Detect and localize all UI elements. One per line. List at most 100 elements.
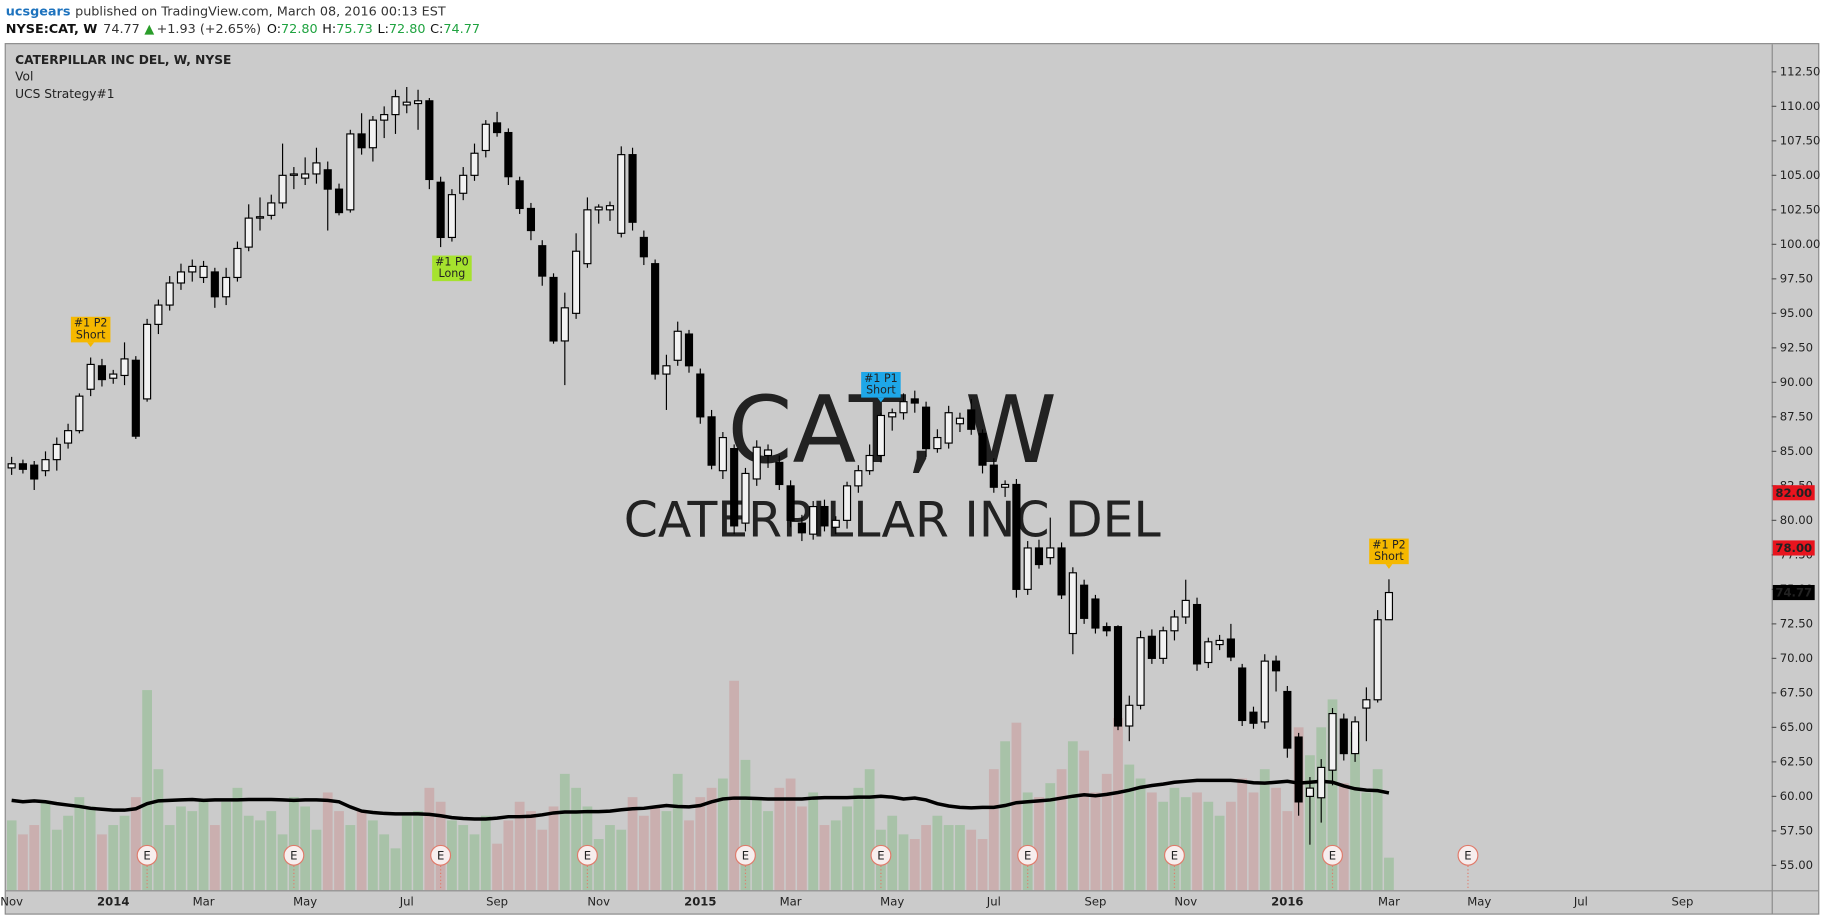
x-tick-label: May <box>293 894 317 908</box>
volume-bar <box>1101 773 1112 891</box>
candle-body <box>910 398 919 404</box>
volume-bar <box>830 820 841 891</box>
candle-body <box>334 188 344 214</box>
candle-body <box>41 459 50 472</box>
signal-box <box>861 371 901 398</box>
candle-body <box>1136 637 1145 706</box>
volume-bar <box>672 773 683 891</box>
y-tick-label: 60.00 <box>1780 789 1813 803</box>
candle-body <box>109 373 118 379</box>
y-tick-label: 87.50 <box>1780 409 1813 423</box>
candle-body <box>955 417 965 425</box>
volume-bar <box>142 690 152 891</box>
candle-body <box>1147 635 1156 659</box>
candle-body <box>1384 591 1394 621</box>
candle-body <box>391 96 400 116</box>
volume-bar <box>797 806 807 891</box>
volume-bar <box>638 815 649 891</box>
volume-bar <box>650 806 661 891</box>
low-key: L: <box>377 22 388 37</box>
signal-pointer <box>1385 564 1393 569</box>
signal-text: #1 P0 <box>435 256 468 269</box>
volume-bar <box>887 815 898 891</box>
user[interactable]: ucsgears <box>6 4 71 19</box>
x-tick-label: Sep <box>1672 894 1694 908</box>
candle-body <box>718 436 727 472</box>
legend-title: CATERPILLAR INC DEL, W, NYSE <box>15 53 231 67</box>
price-tag-label: 82.00 <box>1775 486 1812 500</box>
candle-body <box>425 100 434 181</box>
earnings-marker <box>1017 844 1039 866</box>
volume-bar <box>616 829 627 891</box>
candle-body <box>888 412 897 418</box>
volume-bar <box>447 820 457 891</box>
candle-body <box>143 323 152 400</box>
volume-bar <box>808 792 819 891</box>
volume-bar <box>480 815 491 891</box>
x-tick-label: Mar <box>780 894 802 908</box>
candle-body <box>1373 619 1382 701</box>
volume-bar <box>288 797 299 891</box>
volume-bar <box>300 806 311 891</box>
signal-box <box>70 316 111 343</box>
candle-body <box>1215 639 1224 646</box>
volume-bar <box>1271 787 1281 891</box>
volume-bar <box>1214 815 1225 891</box>
volume-bar <box>909 839 920 891</box>
candle-body <box>854 470 863 487</box>
volume-bar <box>492 843 502 891</box>
x-tick-label: 2016 <box>1271 894 1303 908</box>
volume-bar <box>1158 801 1169 891</box>
volume-bar <box>785 778 796 891</box>
change: +1.93 (+2.65%) <box>157 22 261 37</box>
candle-body <box>176 271 186 284</box>
candle-body <box>97 365 107 381</box>
candle-body <box>210 271 219 298</box>
volume-bar <box>119 815 130 891</box>
candle-body <box>684 333 694 367</box>
candle-body <box>1362 699 1371 709</box>
volume-bar <box>311 829 322 891</box>
volume-bar <box>559 773 570 891</box>
x-tick-label: Nov <box>587 894 610 908</box>
candle-body <box>752 446 761 480</box>
volume-bar <box>1090 792 1101 891</box>
candle-body <box>1001 483 1010 488</box>
volume-bar <box>864 769 875 891</box>
volume-bar <box>1180 797 1191 891</box>
volume-bar <box>763 811 773 891</box>
candle-body <box>1181 599 1190 618</box>
volume-bar <box>706 787 717 891</box>
candle-body <box>989 464 998 488</box>
volume-bar <box>1350 731 1360 891</box>
price-tag <box>1772 485 1815 501</box>
y-tick-label: 57.50 <box>1780 823 1813 837</box>
volume-bar <box>898 834 909 891</box>
candle-body <box>730 448 739 527</box>
candle-body <box>978 432 987 466</box>
candle-body <box>1226 638 1235 658</box>
candle-body <box>605 205 615 211</box>
volume-bar <box>1237 778 1248 891</box>
volume-bar <box>921 825 931 891</box>
volume-bar <box>503 820 514 891</box>
volume-bar <box>85 806 96 891</box>
candle-body <box>639 236 648 258</box>
y-tick-label: 67.50 <box>1780 685 1813 699</box>
candle-body <box>1091 598 1100 629</box>
signal-text: Short <box>76 328 106 341</box>
volume-bar <box>130 797 141 891</box>
y-tick-label: 80.00 <box>1780 513 1813 527</box>
volume-bar <box>1056 769 1067 891</box>
candle-body <box>1328 712 1337 771</box>
volume-bar <box>221 801 232 891</box>
y-tick-label: 105.00 <box>1780 168 1821 182</box>
candle-body <box>233 247 242 279</box>
signal-text: #1 P2 <box>74 317 107 330</box>
candle-body <box>413 100 423 105</box>
volume-bar <box>368 820 378 891</box>
volume-bar <box>751 797 762 891</box>
volume-bar <box>717 778 728 891</box>
header-line-2: NYSE:CAT, W 74.77 ▲ +1.93 (+2.65%) O:72.80 H:… <box>6 22 480 37</box>
